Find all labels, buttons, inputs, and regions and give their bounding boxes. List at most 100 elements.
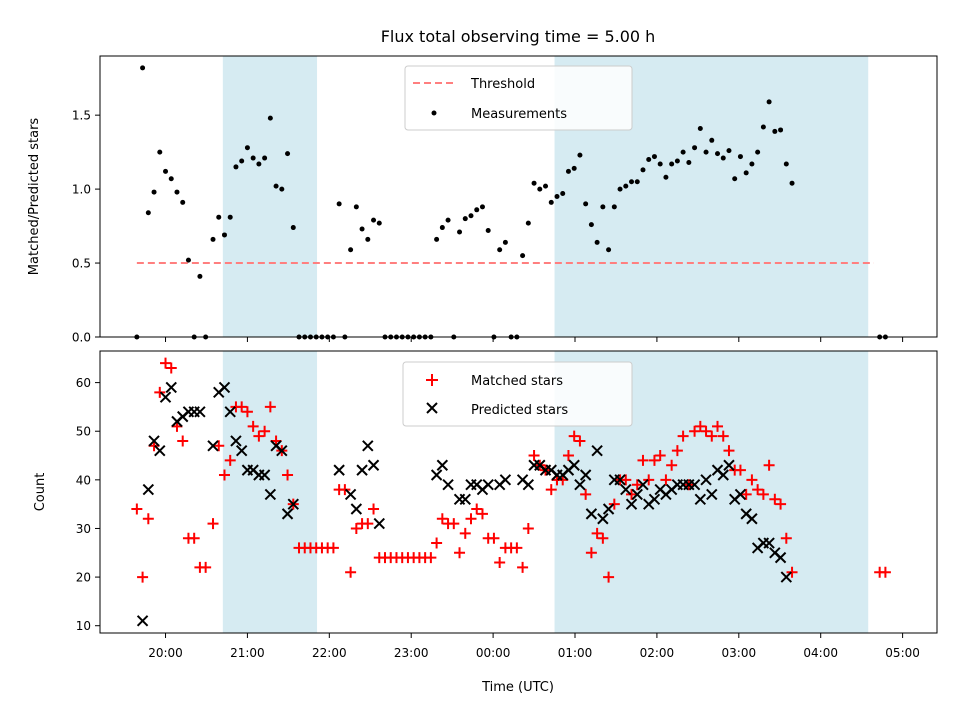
measurement-point	[376, 220, 382, 226]
measurement-point	[474, 207, 480, 213]
measurement-point	[244, 145, 250, 151]
predicted-point	[631, 488, 643, 501]
measurement-point	[227, 214, 233, 220]
predicted-point	[258, 469, 271, 481]
matched-point	[241, 406, 253, 418]
measurement-point	[760, 124, 766, 130]
x-axis-label: Time (UTC)	[481, 680, 554, 695]
predicted-point	[430, 469, 443, 481]
measurement-point	[577, 152, 583, 158]
measurement-point	[174, 189, 180, 195]
predicted-point	[159, 391, 172, 403]
bottom-axes-frame	[99, 350, 938, 634]
matched-point	[436, 513, 448, 525]
matched-point	[631, 479, 643, 491]
matched-point	[580, 488, 592, 500]
measurements-legend-label: Measurements	[471, 107, 567, 122]
measurement-point	[560, 191, 566, 197]
matched-point	[224, 454, 236, 466]
measurement-point	[732, 176, 738, 182]
predicted-point	[522, 478, 535, 491]
x-tick-label: 00:00	[476, 646, 511, 660]
predicted-point	[459, 493, 471, 506]
measurement-point	[157, 149, 163, 155]
measurement-point	[657, 161, 663, 167]
predicted-point	[344, 488, 357, 501]
measurement-point	[279, 186, 285, 192]
matched-point	[476, 508, 488, 520]
measurement-point	[140, 65, 146, 71]
measurement-point	[216, 214, 222, 220]
bottom-y-axis-label: Count	[33, 473, 48, 512]
matched-point	[213, 440, 225, 452]
measurement-point	[703, 149, 709, 155]
measurement-point	[221, 232, 227, 238]
matched-point	[700, 425, 712, 437]
matched-point	[562, 450, 574, 462]
matched-point	[327, 542, 339, 554]
measurement-point	[250, 155, 256, 161]
predicted-point	[780, 571, 793, 583]
y-tick-label: 60	[76, 376, 91, 390]
predicted-points	[136, 381, 793, 627]
measurement-point	[239, 158, 245, 164]
matched-point	[200, 561, 212, 573]
measurement-point	[262, 155, 268, 161]
predicted-point	[142, 483, 155, 496]
y-tick-label: 10	[76, 619, 91, 633]
measurement-points	[134, 65, 888, 340]
matched-point	[775, 498, 787, 510]
x-tick-label: 20:00	[148, 646, 183, 660]
predicted-point	[602, 503, 615, 515]
y-tick-label: 30	[76, 522, 91, 536]
matched-point	[160, 357, 172, 369]
predicted-point	[734, 488, 747, 501]
predicted-legend-icon	[426, 402, 438, 414]
top-y-ticks: 0.0 0.5 1.0 1.5	[72, 109, 100, 345]
matched-points	[131, 357, 891, 583]
measurement-point	[163, 168, 169, 174]
matched-point	[734, 464, 746, 476]
measurement-point	[359, 226, 365, 232]
matched-point	[786, 566, 798, 578]
measurement-point	[755, 149, 761, 155]
measurement-point	[606, 247, 612, 253]
matched-point	[165, 362, 177, 374]
measurement-point	[663, 174, 669, 180]
measurement-point	[692, 145, 698, 151]
matched-point	[603, 571, 615, 583]
measurement-point	[151, 189, 157, 195]
bottom-legend: Matched stars Predicted stars	[402, 361, 633, 427]
top-x-ticks	[165, 337, 904, 342]
y-tick-label: 0.0	[72, 331, 91, 345]
measurement-point	[210, 236, 216, 242]
measurement-point	[365, 236, 371, 242]
measurement-point	[726, 148, 732, 154]
measurement-point	[267, 115, 273, 121]
measurement-point	[290, 225, 296, 231]
predicted-point	[579, 469, 592, 481]
measurement-point	[502, 239, 508, 245]
measurement-point	[543, 183, 549, 189]
measurement-point	[468, 213, 474, 219]
predicted-point	[763, 537, 775, 549]
matched-point	[517, 561, 529, 573]
measurement-point	[669, 161, 675, 167]
matched-point	[545, 484, 557, 496]
predicted-point	[688, 478, 701, 491]
matched-point	[528, 450, 540, 462]
measurement-point	[348, 247, 354, 253]
measurement-point	[525, 220, 531, 226]
matched-point	[723, 445, 735, 457]
predicted-point	[746, 513, 758, 525]
x-tick-label: 03:00	[722, 646, 757, 660]
x-tick-label: 05:00	[885, 646, 920, 660]
measurement-point	[537, 186, 543, 192]
y-tick-label: 1.0	[72, 183, 91, 197]
measurement-point	[674, 158, 680, 164]
measurement-point	[565, 168, 571, 174]
matched-point	[568, 430, 580, 442]
predicted-point	[648, 493, 661, 506]
predicted-point	[585, 508, 598, 520]
